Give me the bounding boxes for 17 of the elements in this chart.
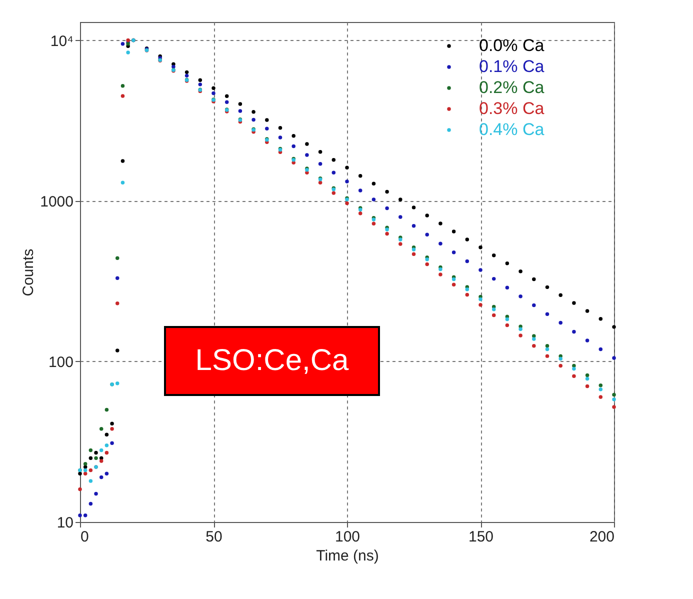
x-tick-label: 100 (334, 528, 360, 546)
legend-label: 0.3% Ca (479, 99, 545, 118)
x-tick-label: 50 (206, 528, 222, 546)
legend-label: 0.1% Ca (479, 57, 545, 76)
legend-label: 0.4% Ca (479, 120, 545, 139)
y-tick-label: 1000 (40, 193, 74, 210)
y-tick-label: 10⁴ (50, 32, 74, 50)
legend-label: 0.0% Ca (479, 36, 545, 55)
y-tick-label: 100 (48, 354, 74, 371)
x-tick-label: 150 (468, 528, 494, 546)
legend-label: 0.2% Ca (479, 78, 545, 97)
y-tick-label: 10 (56, 514, 74, 532)
x-tick-label: 200 (589, 528, 614, 546)
x-axis-title: Time (ns) (316, 548, 379, 564)
x-tick-label: 0 (80, 528, 89, 546)
y-axis-title: Counts (20, 248, 38, 296)
annotation: LSO:Ce,Ca (195, 344, 350, 377)
